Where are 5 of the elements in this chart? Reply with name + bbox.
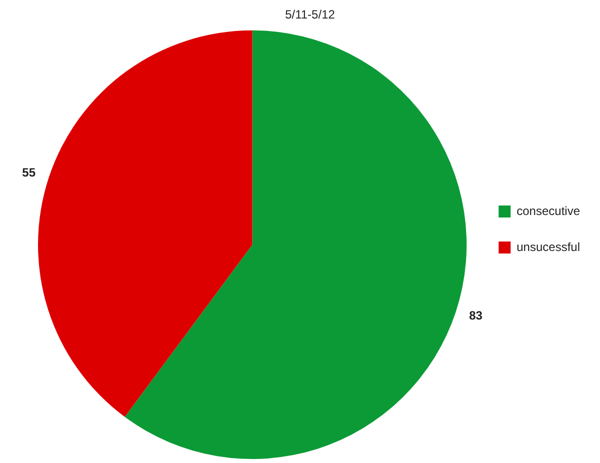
data-label: 83 — [469, 308, 483, 323]
data-label: 55 — [22, 165, 36, 180]
legend-label: consecutive — [516, 204, 580, 218]
chart-title: 5/11-5/12 — [285, 8, 336, 22]
legend-label: unsucessful — [516, 240, 580, 254]
